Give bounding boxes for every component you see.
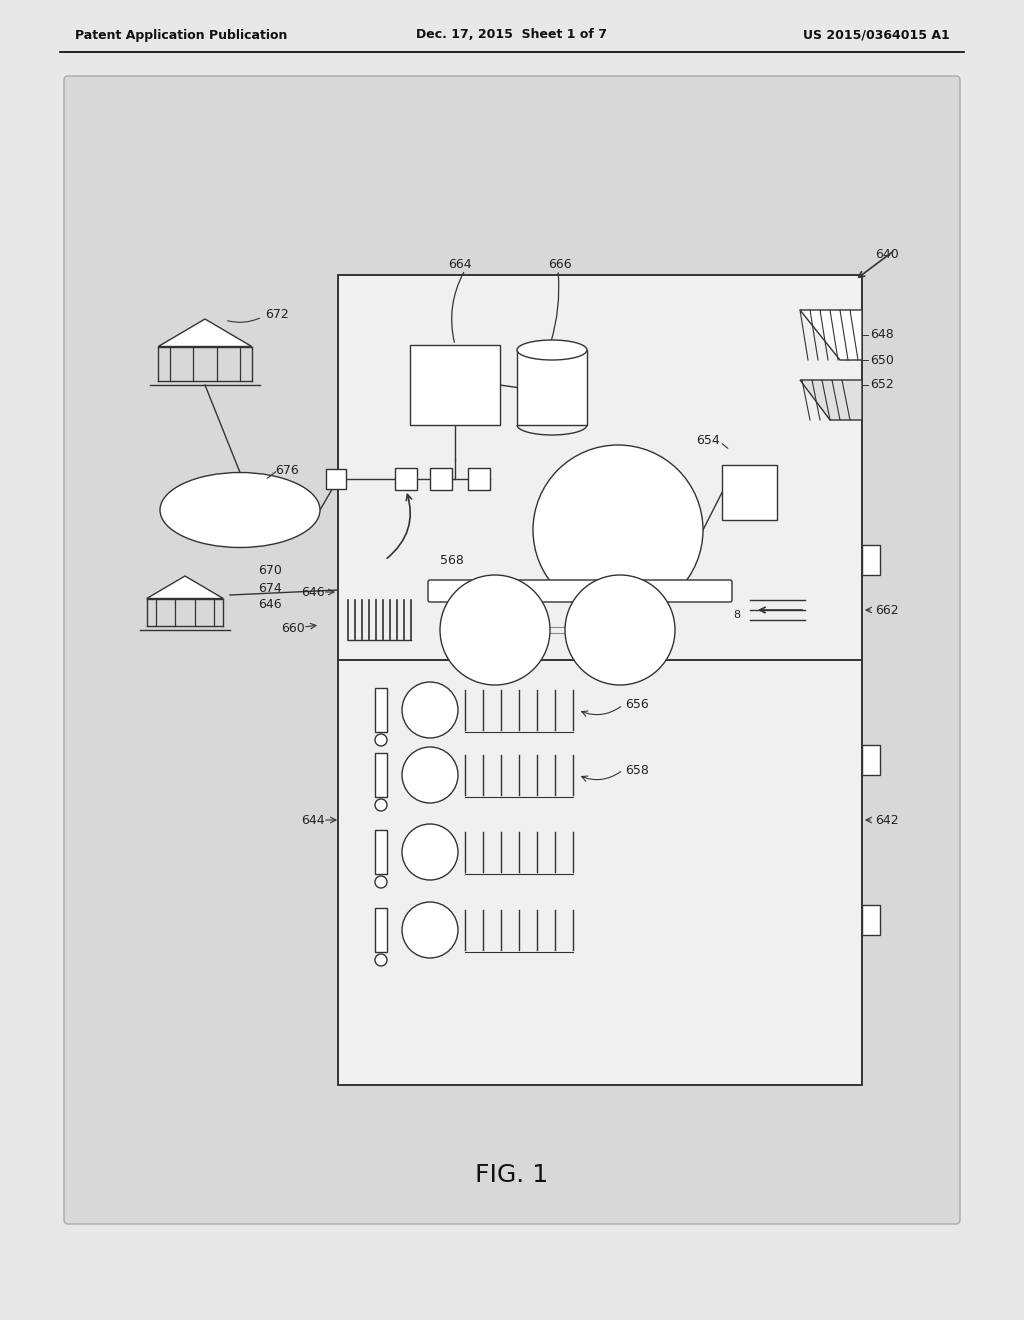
- Text: 676: 676: [275, 463, 299, 477]
- Circle shape: [440, 576, 550, 685]
- Bar: [395, 469, 417, 490]
- Text: 654: 654: [696, 433, 720, 446]
- Polygon shape: [800, 380, 862, 420]
- Ellipse shape: [160, 473, 319, 548]
- Text: Patent Application Publication: Patent Application Publication: [75, 29, 288, 41]
- Text: 650: 650: [870, 354, 894, 367]
- Text: 660: 660: [282, 622, 305, 635]
- Circle shape: [402, 747, 458, 803]
- Polygon shape: [800, 310, 862, 360]
- Circle shape: [565, 576, 675, 685]
- Text: 646: 646: [301, 586, 325, 598]
- Bar: [410, 345, 500, 425]
- Circle shape: [402, 824, 458, 880]
- Bar: [375, 830, 387, 874]
- Bar: [517, 350, 587, 425]
- Bar: [862, 545, 880, 576]
- Circle shape: [375, 734, 387, 746]
- Text: 646: 646: [258, 598, 282, 610]
- Text: 666: 666: [548, 259, 571, 272]
- Bar: [326, 469, 346, 488]
- Polygon shape: [159, 319, 252, 346]
- FancyBboxPatch shape: [428, 579, 732, 602]
- Text: 652: 652: [870, 379, 894, 392]
- Text: 568: 568: [440, 553, 464, 566]
- Circle shape: [402, 902, 458, 958]
- Circle shape: [402, 682, 458, 738]
- Bar: [862, 906, 880, 935]
- Text: 662: 662: [874, 603, 899, 616]
- Bar: [375, 908, 387, 952]
- Circle shape: [375, 799, 387, 810]
- Polygon shape: [146, 576, 223, 598]
- Bar: [375, 752, 387, 797]
- Text: 664: 664: [449, 259, 472, 272]
- Text: 672: 672: [265, 309, 289, 322]
- Text: 642: 642: [874, 813, 899, 826]
- Text: 8: 8: [733, 610, 740, 620]
- Text: 674: 674: [258, 582, 282, 594]
- Text: Dec. 17, 2015  Sheet 1 of 7: Dec. 17, 2015 Sheet 1 of 7: [417, 29, 607, 41]
- Bar: [430, 469, 452, 490]
- Text: 670: 670: [258, 564, 282, 577]
- Ellipse shape: [517, 341, 587, 360]
- Text: 644: 644: [301, 813, 325, 826]
- Text: 656: 656: [625, 698, 649, 711]
- Text: FIG. 1: FIG. 1: [475, 1163, 549, 1187]
- Circle shape: [375, 876, 387, 888]
- Circle shape: [375, 954, 387, 966]
- Bar: [338, 275, 862, 1085]
- Bar: [468, 469, 490, 490]
- Circle shape: [534, 445, 703, 615]
- Bar: [375, 688, 387, 733]
- Bar: [722, 465, 777, 520]
- Text: 648: 648: [870, 329, 894, 342]
- Text: 640: 640: [874, 248, 899, 261]
- Text: US 2015/0364015 A1: US 2015/0364015 A1: [803, 29, 950, 41]
- Bar: [862, 744, 880, 775]
- Text: 658: 658: [625, 763, 649, 776]
- FancyBboxPatch shape: [63, 77, 961, 1224]
